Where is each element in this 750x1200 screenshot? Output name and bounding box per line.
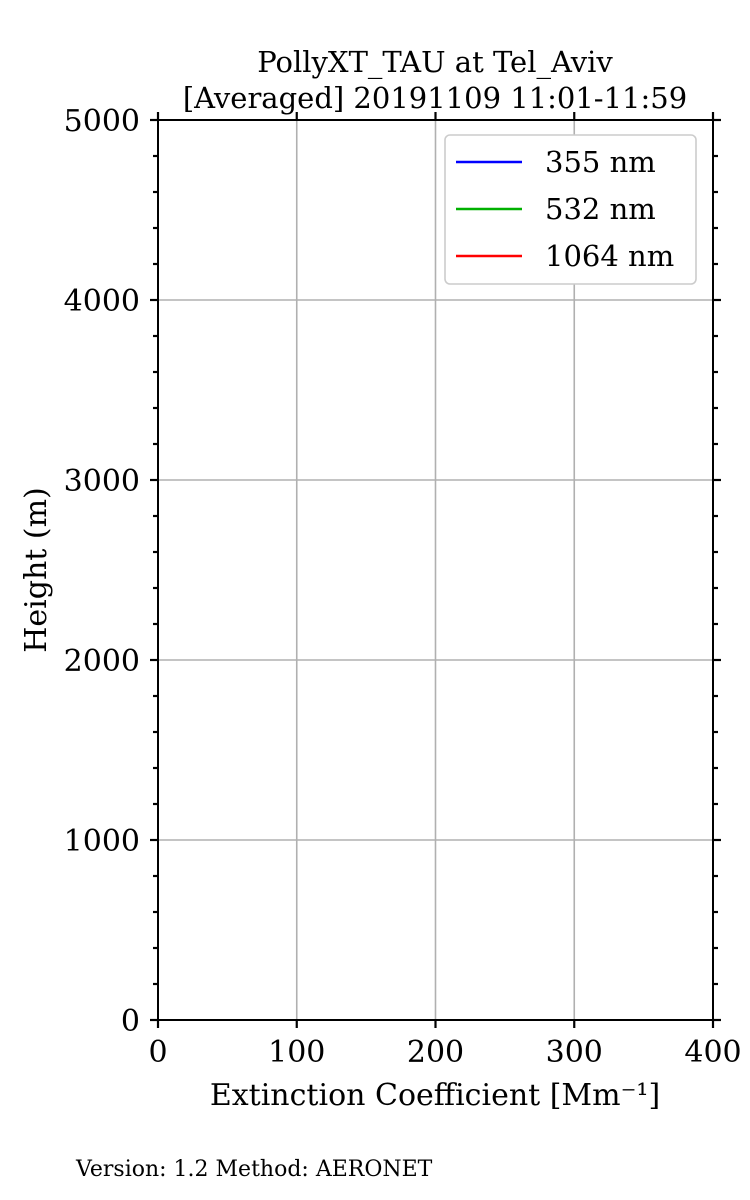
chart-title-line-1: PollyXT_TAU at Tel_Aviv <box>257 45 613 80</box>
y-tick-label: 4000 <box>64 284 140 319</box>
y-tick-label: 2000 <box>64 644 140 679</box>
legend-label: 355 nm <box>545 145 656 179</box>
y-tick-label: 1000 <box>64 824 140 859</box>
y-tick-label: 3000 <box>64 464 140 499</box>
x-tick-label: 0 <box>148 1035 167 1070</box>
legend: 355 nm 532 nm 1064 nm <box>444 134 697 285</box>
legend-label: 532 nm <box>545 192 656 226</box>
x-tick-label: 400 <box>684 1035 741 1070</box>
x-tick-label: 300 <box>546 1035 603 1070</box>
x-axis-label: Extinction Coefficient [Mm⁻¹] <box>210 1078 660 1113</box>
legend-label: 1064 nm <box>545 239 674 273</box>
legend-box <box>444 134 697 285</box>
y-tick-label: 0 <box>121 1004 140 1039</box>
x-tick-label: 200 <box>407 1035 464 1070</box>
y-tick-label: 5000 <box>64 104 140 139</box>
footer-text: Version: 1.2 Method: AERONET <box>75 1157 433 1182</box>
chart-title-line-2: [Averaged] 20191109 11:01-11:59 <box>183 81 687 115</box>
x-tick-label: 100 <box>268 1035 325 1070</box>
y-axis-label: Height (m) <box>19 487 54 652</box>
